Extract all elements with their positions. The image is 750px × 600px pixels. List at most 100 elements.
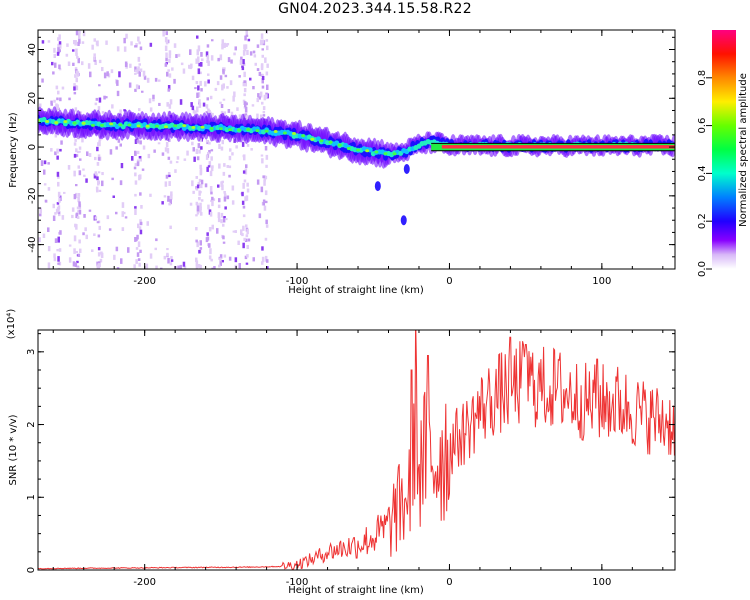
noise-speckle bbox=[56, 97, 59, 101]
noise-speckle bbox=[147, 153, 151, 159]
noise-speckle bbox=[75, 53, 78, 56]
noise-speckle bbox=[167, 69, 170, 72]
snr-plot-frame bbox=[37, 329, 676, 571]
noise-speckle bbox=[258, 96, 261, 100]
noise-speckle bbox=[137, 66, 140, 71]
noise-speckle bbox=[146, 77, 150, 83]
noise-speckle bbox=[199, 190, 202, 194]
noise-speckle bbox=[53, 257, 57, 262]
noise-speckle bbox=[244, 106, 248, 113]
ridge-peak bbox=[218, 127, 223, 131]
noise-speckle bbox=[175, 161, 179, 164]
noise-speckle bbox=[224, 74, 228, 78]
noise-speckle bbox=[166, 71, 169, 77]
snr-chart: -200 -100 0 100 0 1 2 3 Height of straight lin… bbox=[6, 309, 676, 596]
noise-speckle bbox=[221, 84, 224, 91]
noise-speckle bbox=[222, 217, 226, 223]
y-tick-label: -40 bbox=[27, 236, 38, 252]
noise-speckle bbox=[137, 258, 141, 261]
noise-speckle bbox=[59, 43, 62, 49]
noise-speckle bbox=[73, 91, 77, 95]
noise-speckle bbox=[88, 153, 92, 157]
noise-speckle bbox=[96, 188, 99, 193]
noise-speckle bbox=[245, 34, 249, 37]
noise-speckle bbox=[175, 54, 178, 58]
ridge-peak bbox=[45, 120, 50, 123]
noise-speckle bbox=[138, 174, 141, 181]
noise-speckle bbox=[233, 91, 236, 98]
noise-speckle bbox=[149, 107, 153, 112]
noise-speckle bbox=[167, 172, 171, 178]
ridge-peak bbox=[90, 123, 95, 127]
noise-speckle bbox=[98, 97, 102, 103]
noise-speckle bbox=[209, 211, 213, 217]
noise-speckle bbox=[127, 247, 130, 253]
noise-speckle bbox=[241, 191, 244, 197]
noise-speckle bbox=[58, 41, 62, 45]
noise-speckle bbox=[134, 72, 137, 75]
noise-speckle bbox=[137, 56, 141, 62]
ridge-peak bbox=[72, 121, 77, 125]
noise-speckle bbox=[219, 101, 222, 104]
noise-speckle bbox=[40, 160, 44, 166]
noise-speckle bbox=[60, 140, 63, 145]
noise-speckle bbox=[78, 33, 81, 39]
noise-speckle bbox=[195, 58, 198, 64]
noise-speckle bbox=[67, 165, 71, 170]
noise-speckle bbox=[182, 68, 186, 74]
noise-speckle bbox=[97, 106, 101, 110]
noise-speckle bbox=[211, 165, 214, 169]
noise-speckle bbox=[232, 230, 236, 233]
noise-speckle bbox=[95, 173, 98, 180]
noise-speckle bbox=[170, 191, 173, 196]
noise-speckle bbox=[73, 170, 76, 177]
noise-speckle bbox=[65, 53, 69, 57]
noise-speckle bbox=[222, 171, 226, 176]
noise-speckle bbox=[218, 163, 221, 169]
noise-speckle bbox=[83, 174, 86, 177]
y-tick-label: 0 bbox=[26, 567, 37, 573]
noise-speckle bbox=[55, 208, 59, 214]
noise-speckle bbox=[95, 97, 99, 101]
noise-speckle bbox=[260, 186, 264, 193]
noise-speckle bbox=[54, 152, 57, 156]
colorbar-tick-label: 0.0 bbox=[697, 261, 708, 277]
noise-speckle bbox=[71, 207, 75, 212]
noise-speckle bbox=[186, 150, 189, 156]
noise-speckle bbox=[75, 251, 78, 254]
noise-speckle bbox=[188, 64, 191, 69]
noise-speckle bbox=[97, 234, 101, 238]
noise-speckle bbox=[196, 35, 199, 39]
noise-speckle bbox=[96, 176, 99, 181]
noise-speckle bbox=[242, 50, 246, 56]
noise-speckle bbox=[139, 140, 142, 145]
noise-speckle bbox=[81, 137, 84, 143]
noise-speckle bbox=[50, 103, 53, 106]
snr-y-axis-label: SNR (10 * v/v) bbox=[8, 414, 19, 485]
noise-speckle bbox=[225, 218, 228, 221]
noise-speckle bbox=[135, 259, 138, 264]
noise-speckle bbox=[244, 35, 247, 41]
noise-speckle bbox=[229, 148, 232, 152]
noise-speckle bbox=[264, 57, 267, 63]
noise-speckle bbox=[210, 191, 213, 195]
noise-speckle bbox=[208, 161, 212, 166]
noise-speckle bbox=[168, 138, 171, 142]
noise-speckle bbox=[246, 115, 249, 121]
noise-speckle bbox=[261, 78, 264, 84]
ridge-peak bbox=[374, 150, 379, 154]
ridge-peak bbox=[127, 123, 132, 127]
noise-speckle bbox=[47, 162, 50, 165]
ridge-peak bbox=[255, 129, 260, 133]
noise-speckle bbox=[123, 37, 126, 44]
noise-speckle bbox=[63, 191, 66, 194]
noise-speckle bbox=[155, 265, 158, 269]
noise-speckle bbox=[195, 260, 199, 267]
ridge-peak bbox=[292, 132, 296, 135]
noise-speckle bbox=[208, 227, 212, 232]
noise-speckle bbox=[179, 99, 183, 105]
noise-speckle bbox=[163, 255, 167, 260]
noise-speckle bbox=[134, 172, 137, 177]
noise-speckle bbox=[100, 251, 103, 255]
noise-speckle bbox=[179, 264, 183, 269]
